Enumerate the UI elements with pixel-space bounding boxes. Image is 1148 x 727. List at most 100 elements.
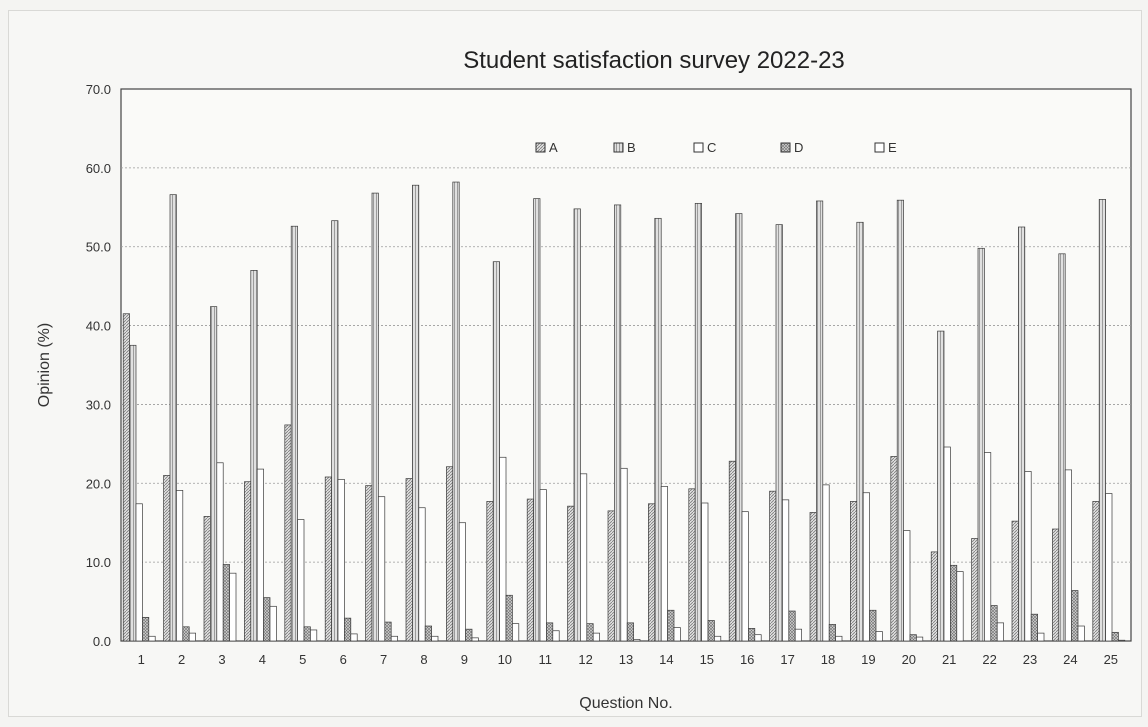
bar-C-q15 [701,502,709,642]
bar-C-q1 [135,503,143,642]
bar-E-q25 [1118,639,1126,642]
bar-B-q8 [412,184,420,642]
legend-label-C: C [707,140,716,155]
bar-C-q3 [216,462,224,642]
x-tick-label: 14 [659,652,673,667]
y-tick-label: 20.0 [86,476,111,491]
x-tick-label: 22 [982,652,996,667]
bar-B-q9 [452,181,460,642]
bar-E-q3 [229,572,237,642]
y-tick-label: 10.0 [86,555,111,570]
bar-B-q18 [816,200,824,642]
bar-C-q18 [822,484,830,642]
bar-A-q4 [244,481,252,642]
bar-A-q22 [971,538,979,642]
bar-C-q6 [337,478,345,642]
bar-C-q8 [418,507,426,642]
bar-A-q10 [486,501,494,642]
bar-D-q2 [182,626,190,642]
bar-D-q1 [142,616,150,642]
x-tick-label: 5 [299,652,306,667]
legend-swatch-C [693,142,704,153]
bar-D-q18 [828,624,836,642]
bar-D-q6 [344,617,352,642]
x-tick-label: 10 [498,652,512,667]
bar-C-q9 [458,522,466,642]
bar-E-q10 [512,623,520,642]
legend-swatch-D [780,142,791,153]
bar-C-q21 [943,446,951,642]
bar-C-q19 [862,492,870,642]
legend-label-A: A [549,140,558,155]
bar-E-q19 [875,631,883,642]
y-tick-label: 40.0 [86,319,111,334]
bar-B-q20 [896,199,904,642]
legend-label-D: D [794,140,803,155]
bar-A-q7 [365,485,373,642]
legend-swatch-A [535,142,546,153]
legend-swatch-B [613,142,624,153]
x-tick-label: 6 [340,652,347,667]
bar-B-q6 [331,220,339,642]
bar-D-q24 [1071,590,1079,642]
bar-C-q14 [660,486,668,642]
bar-E-q9 [471,637,479,642]
x-tick-label: 13 [619,652,633,667]
bar-A-q9 [446,466,454,642]
bar-D-q13 [626,622,634,642]
x-tick-label: 17 [780,652,794,667]
bar-A-q24 [1052,528,1060,642]
bar-D-q19 [869,609,877,642]
legend-label-B: B [627,140,636,155]
bar-B-q25 [1098,199,1106,642]
x-tick-label: 20 [902,652,916,667]
legend-label-E: E [888,140,897,155]
x-tick-label: 9 [461,652,468,667]
y-tick-label: 50.0 [86,240,111,255]
x-tick-label: 25 [1104,652,1118,667]
bar-E-q2 [188,632,196,642]
bar-B-q16 [735,213,743,642]
bar-E-q22 [996,622,1004,642]
bar-E-q8 [431,635,439,642]
bar-D-q21 [950,564,958,642]
bar-E-q21 [956,571,964,642]
bar-E-q1 [148,635,156,642]
bar-B-q5 [290,225,298,642]
bar-A-q1 [122,313,130,642]
bar-D-q12 [586,623,594,642]
bar-E-q5 [310,629,318,642]
bar-B-q2 [169,194,177,642]
bar-A-q6 [324,476,332,642]
bar-C-q23 [1024,471,1032,642]
bar-B-q4 [250,270,258,642]
bar-D-q25 [1111,631,1119,642]
bar-D-q8 [424,625,432,642]
bar-A-q13 [607,510,615,642]
bar-D-q11 [546,622,554,642]
bar-D-q16 [748,628,756,642]
bar-C-q10 [499,456,507,642]
bar-A-q19 [850,501,858,642]
y-tick-label: 60.0 [86,161,111,176]
bar-D-q14 [667,609,675,642]
bar-B-q23 [1018,226,1026,642]
x-tick-label: 3 [218,652,225,667]
bar-B-q22 [977,247,985,642]
legend: A B C D E [535,140,897,155]
bar-B-q24 [1058,253,1066,642]
y-axis-title: Opinion (%) [36,323,53,407]
bar-B-q14 [654,217,662,642]
legend-swatch-E [874,142,885,153]
y-tick-label: 30.0 [86,397,111,412]
bar-E-q14 [673,627,681,642]
bar-C-q5 [297,519,305,642]
x-tick-label: 7 [380,652,387,667]
bar-D-q9 [465,628,473,642]
bar-C-q4 [256,468,264,642]
x-tick-label: 19 [861,652,875,667]
bar-A-q2 [163,475,171,642]
y-tick-label: 0.0 [93,634,111,649]
bar-B-q10 [492,261,500,642]
bar-A-q11 [526,498,534,642]
